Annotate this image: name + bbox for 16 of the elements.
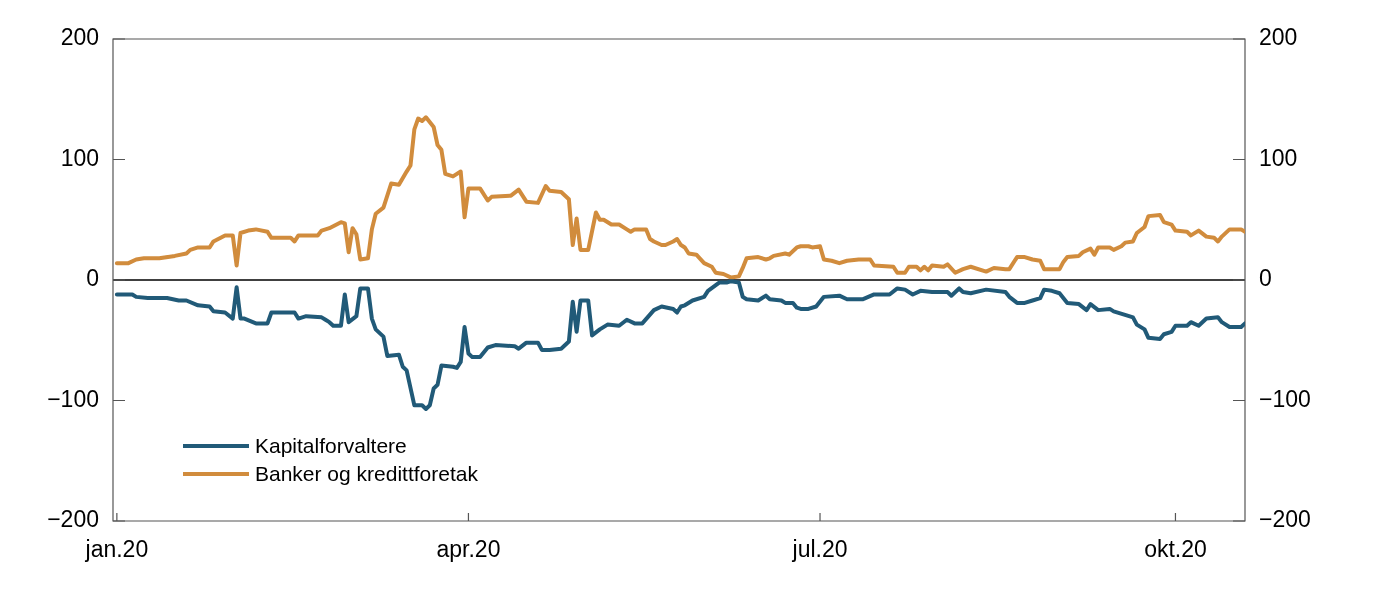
y2-tick-label: −200	[1259, 506, 1311, 533]
y2-tick-label: 200	[1259, 24, 1298, 51]
x-tick-label: jul.20	[791, 536, 848, 563]
x-tick-label: okt.20	[1144, 536, 1207, 563]
y2-tick-label: 100	[1259, 144, 1298, 171]
y-tick-label: 0	[86, 265, 99, 292]
y-tick-label: −100	[47, 385, 99, 412]
y-tick-label: 200	[60, 24, 99, 51]
y2-tick-label: −100	[1259, 385, 1311, 412]
x-tick-label: apr.20	[436, 536, 501, 563]
legend-label: Banker og kredittforetak	[255, 461, 478, 487]
legend-label: Kapitalforvaltere	[255, 433, 407, 459]
x-tick-label: jan.20	[84, 536, 149, 563]
y-tick-label: −200	[47, 506, 99, 533]
y2-tick-label: 0	[1259, 265, 1272, 292]
y-tick-label: 100	[60, 144, 99, 171]
